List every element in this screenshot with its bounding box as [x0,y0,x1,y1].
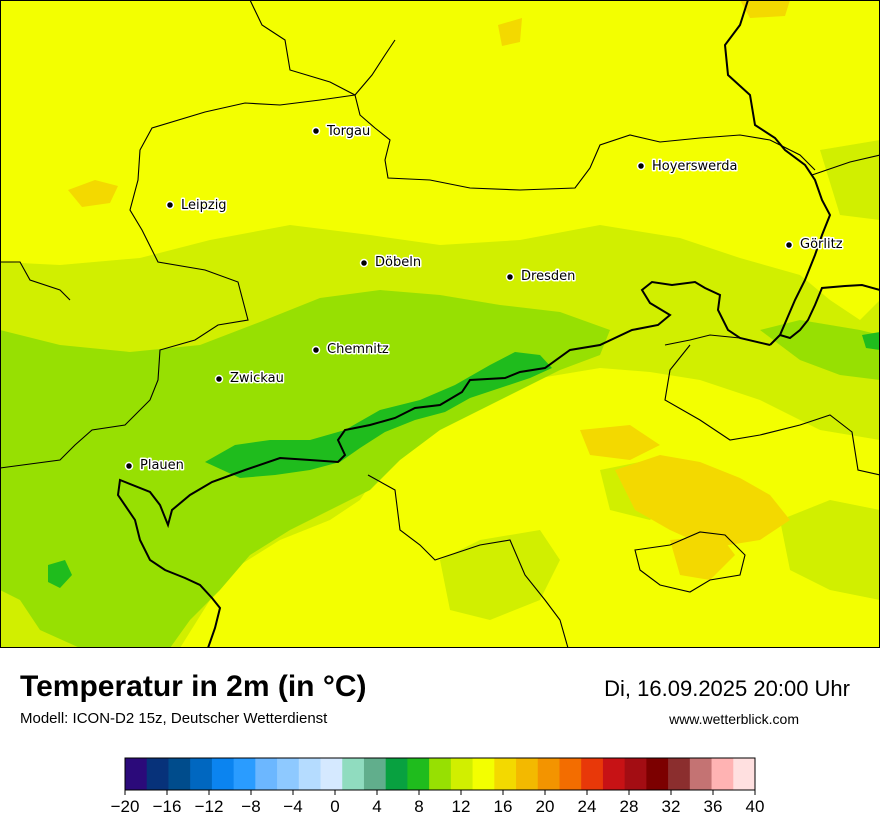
temperature-map: Torgau Leipzig Hoyerswerda Görlitz Döbel… [0,0,880,648]
state-borders [0,0,880,648]
legend-swatch [668,758,691,790]
city-hoyerswerda: Hoyerswerda [636,158,739,176]
city-label: Zwickau [230,371,284,386]
city-marker [311,126,321,136]
legend-swatch [450,758,473,790]
national-border [116,0,880,648]
city-marker [505,272,515,282]
legend-swatches [124,757,756,791]
legend-swatch [125,758,148,790]
forecast-datetime: Di, 16.09.2025 20:00 Uhr [604,676,850,701]
legend-swatch [581,758,604,790]
city-label: Görlitz [800,237,843,252]
city-plauen: Plauen [124,457,185,475]
legend-swatch [190,758,213,790]
legend-tick-label: 40 [746,797,765,816]
legend-swatch [363,758,387,790]
color-legend: −20 −16 −12 −8 −4 0 4 8 12 16 20 24 28 32 36 40 [111,757,765,816]
legend-swatch [407,758,430,790]
website-link: www.wetterblick.com [669,711,799,727]
legend-swatch [559,758,582,790]
city-marker [636,161,646,171]
city-label: Hoyerswerda [652,159,738,174]
city-marker [124,461,134,471]
legend-swatch [516,758,539,790]
city-leipzig: Leipzig [165,197,228,215]
city-label: Döbeln [375,255,421,270]
legend-tick-label: 36 [704,797,723,816]
legend-tick-label: −12 [195,797,224,816]
city-label: Leipzig [181,198,227,213]
legend-border [124,757,756,791]
temperature-zone-dark-green [48,332,880,588]
legend-swatch [472,758,495,790]
city-zwickau: Zwickau [214,370,285,388]
city-label: Chemnitz [327,342,389,357]
legend-tick-label: −4 [283,797,302,816]
city-marker [165,200,175,210]
legend-swatch [733,758,756,790]
city-chemnitz: Chemnitz [311,341,390,359]
legend-swatch [233,758,256,790]
legend-swatch [494,758,517,790]
legend-swatch [429,758,452,790]
legend-swatch [320,758,343,790]
city-dresden: Dresden [505,268,577,286]
legend-swatch [646,758,669,790]
city-goerlitz: Görlitz [784,236,844,254]
legend-tick-label: −16 [153,797,182,816]
legend-swatch [711,758,734,790]
city-doebeln: Döbeln [359,254,423,272]
legend-swatch [277,758,300,790]
legend-swatch [168,758,191,790]
legend-tick-label: 12 [452,797,471,816]
legend-swatch [624,758,647,790]
legend-swatch [602,758,626,790]
legend-tick-label: 32 [662,797,681,816]
legend-swatch [255,758,278,790]
legend-tick-label: 20 [536,797,555,816]
legend-tick-label: 28 [620,797,639,816]
map-title: Temperatur in 2m (in °C) [20,670,367,703]
legend-tick-label: 16 [494,797,513,816]
legend-tick-label: −20 [111,797,140,816]
city-label: Plauen [140,458,184,473]
city-label: Dresden [521,269,575,284]
city-marker [359,258,369,268]
city-marker [784,240,794,250]
legend-tick-label: 8 [414,797,423,816]
legend-tick-label: 24 [578,797,597,816]
legend-ticks: −20 −16 −12 −8 −4 0 4 8 12 16 20 24 28 32 36 40 [111,790,765,816]
legend-swatch [689,758,712,790]
model-source: Modell: ICON-D2 15z, Deutscher Wetterdie… [20,710,328,727]
temperature-zone-orange [68,0,790,580]
legend-tick-label: −8 [241,797,260,816]
legend-swatch [342,758,365,790]
city-marker [214,374,224,384]
legend-swatch [146,758,169,790]
legend-tick-label: 0 [330,797,339,816]
legend-swatch [537,758,560,790]
legend-swatch [298,758,321,790]
city-marker [311,345,321,355]
city-torgau: Torgau [311,123,372,141]
legend-swatch [211,758,235,790]
city-label: Torgau [326,124,370,139]
legend-tick-label: 4 [372,797,381,816]
legend-swatch [385,758,408,790]
